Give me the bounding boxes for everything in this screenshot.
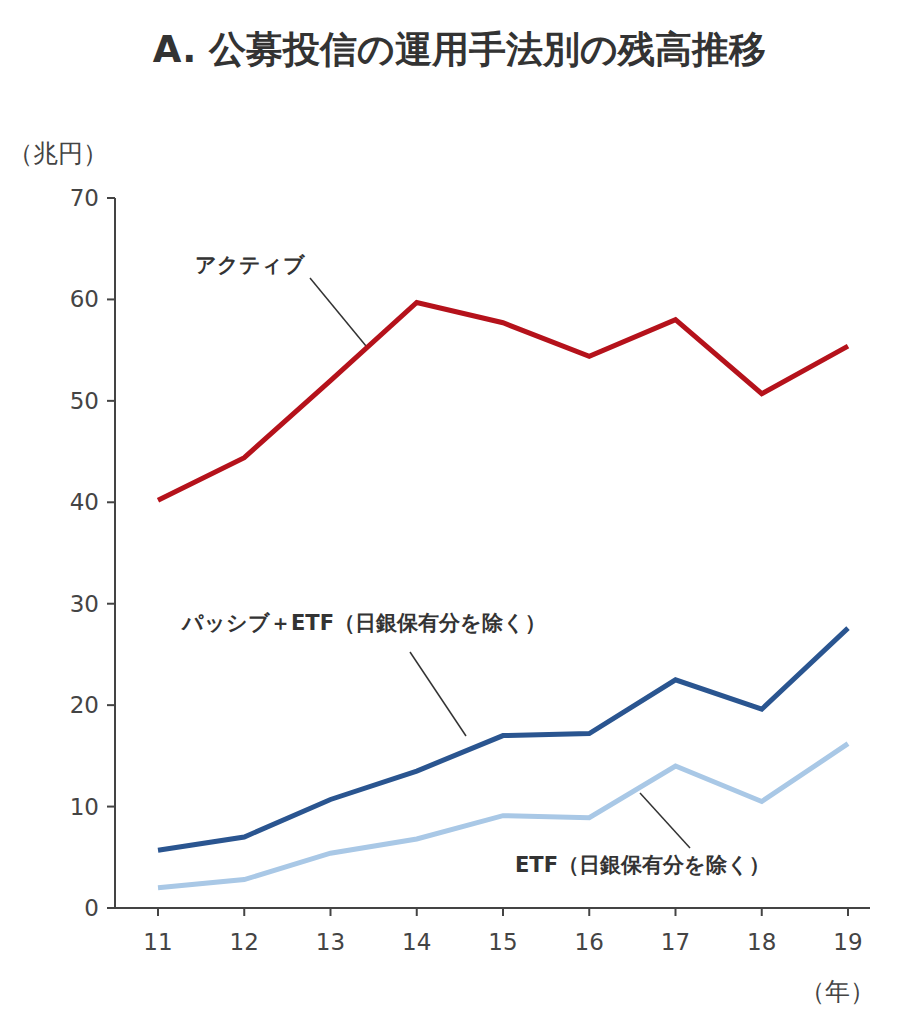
y-tick-label: 0 — [84, 895, 99, 921]
y-tick-label: 10 — [70, 794, 99, 820]
x-tick — [243, 908, 245, 916]
chart-svg: A. 公募投信の運用手法別の残高推移 （兆円） （年） 0 10 20 30 40 50 60 70… — [0, 0, 919, 1024]
x-axis-label: （年） — [800, 977, 875, 1006]
leader-line — [640, 793, 690, 848]
y-tick — [107, 603, 115, 605]
x-tick-label: 13 — [316, 929, 345, 955]
y-tick — [107, 400, 115, 402]
y-axis-line — [114, 198, 116, 908]
y-tick — [107, 704, 115, 706]
leader-line — [410, 652, 466, 736]
chart-container: A. 公募投信の運用手法別の残高推移 （兆円） （年） 0 10 20 30 40 50 60 70… — [0, 0, 919, 1024]
x-tick — [675, 908, 677, 916]
x-tick — [847, 908, 849, 916]
x-tick-label: 19 — [833, 929, 862, 955]
x-tick — [502, 908, 504, 916]
x-tick — [588, 908, 590, 916]
x-tick — [416, 908, 418, 916]
x-tick-label: 18 — [747, 929, 776, 955]
y-tick-label: 70 — [70, 185, 99, 211]
y-tick — [107, 806, 115, 808]
series-label: パッシブ＋ETF（日銀保有分を除く） — [181, 611, 546, 635]
series-line — [158, 744, 848, 888]
lines-group — [158, 302, 848, 887]
x-tick-label: 14 — [402, 929, 431, 955]
y-axis-label: （兆円） — [8, 139, 108, 168]
y-tick — [107, 907, 115, 909]
x-tick-label: 16 — [575, 929, 604, 955]
y-tick — [107, 501, 115, 503]
x-tick — [761, 908, 763, 916]
y-tick — [107, 298, 115, 300]
y-tick-label: 50 — [70, 388, 99, 414]
x-tick-label: 17 — [661, 929, 690, 955]
x-tick — [157, 908, 159, 916]
y-tick-label: 40 — [70, 489, 99, 515]
x-tick-label: 11 — [143, 929, 172, 955]
y-tick — [107, 197, 115, 199]
x-tick — [330, 908, 332, 916]
y-tick-label: 60 — [70, 286, 99, 312]
y-tick-label: 30 — [70, 591, 99, 617]
series-label: アクティブ — [195, 253, 306, 277]
x-tick-label: 15 — [488, 929, 517, 955]
x-axis-line — [115, 907, 870, 909]
series-label: ETF（日銀保有分を除く） — [515, 853, 770, 877]
title: A. 公募投信の運用手法別の残高推移 — [153, 28, 766, 71]
leader-line — [310, 278, 366, 346]
y-tick-label: 20 — [70, 692, 99, 718]
x-tick-label: 12 — [230, 929, 259, 955]
series-line — [158, 302, 848, 500]
